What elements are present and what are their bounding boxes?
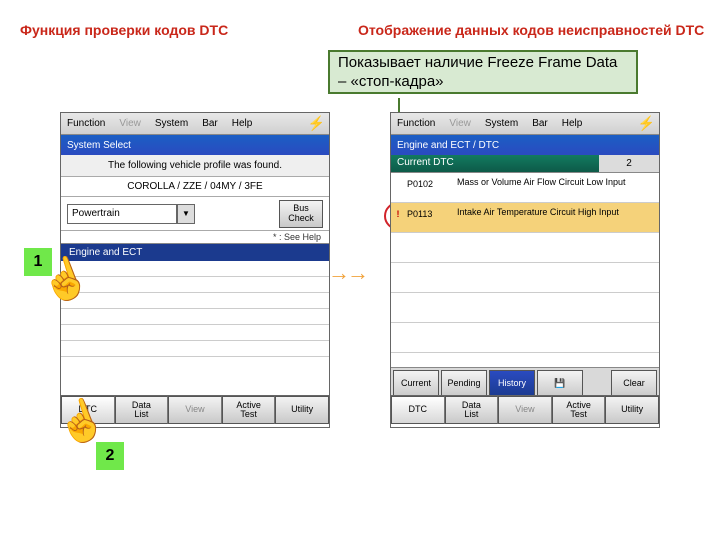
tab-data-list[interactable]: Data List bbox=[115, 396, 169, 424]
tab-view: View bbox=[168, 396, 222, 424]
bus-check-button[interactable]: Bus Check bbox=[279, 200, 323, 228]
tab-utility[interactable]: Utility bbox=[275, 396, 329, 424]
vehicle-profile: COROLLA / ZZE / 04MY / 3FE bbox=[61, 177, 329, 197]
list-item[interactable] bbox=[61, 293, 329, 309]
combo-dropdown-button[interactable]: ▼ bbox=[177, 204, 195, 224]
clear-button[interactable]: Clear bbox=[611, 370, 657, 398]
tab-active-test[interactable]: Active Test bbox=[222, 396, 276, 424]
profile-message: The following vehicle profile was found. bbox=[61, 155, 329, 177]
list-item[interactable] bbox=[61, 309, 329, 325]
freeze-frame-flag: ! bbox=[391, 203, 405, 232]
list-item[interactable] bbox=[61, 341, 329, 357]
page-title-right: Отображение данных кодов неисправностей … bbox=[358, 22, 704, 38]
tab-active-test[interactable]: Active Test bbox=[552, 396, 606, 424]
table-row[interactable]: ! P0113 Intake Air Temperature Circuit H… bbox=[391, 203, 659, 233]
menu-function[interactable]: Function bbox=[397, 118, 435, 129]
menu-bar[interactable]: Bar bbox=[202, 118, 218, 129]
step-marker-2: 2 bbox=[96, 442, 124, 470]
system-category-combo[interactable]: ▼ bbox=[67, 204, 195, 224]
menu-bar[interactable]: Bar bbox=[532, 118, 548, 129]
dtc-table: P0102 Mass or Volume Air Flow Circuit Lo… bbox=[391, 173, 659, 397]
dtc-count: 2 bbox=[599, 155, 659, 172]
dtc-code: P0102 bbox=[405, 173, 453, 202]
table-row[interactable] bbox=[391, 233, 659, 263]
table-row[interactable] bbox=[391, 263, 659, 293]
menu-system[interactable]: System bbox=[155, 118, 188, 129]
menu-function[interactable]: Function bbox=[67, 118, 105, 129]
combo-input[interactable] bbox=[67, 204, 177, 224]
callout-box: Показывает наличие Freeze Frame Data – «… bbox=[328, 50, 638, 94]
menu-view: View bbox=[449, 118, 471, 129]
menubar[interactable]: Function View System Bar Help ⚡ bbox=[61, 113, 329, 135]
connection-bolt-icon: ⚡ bbox=[308, 115, 325, 132]
toolbar-row: ▼ Bus Check bbox=[61, 197, 329, 231]
tab-utility[interactable]: Utility bbox=[605, 396, 659, 424]
screen-title-bar: System Select bbox=[61, 135, 329, 155]
table-row[interactable] bbox=[391, 323, 659, 353]
system-list-item-selected[interactable]: Engine and ECT bbox=[61, 244, 329, 261]
list-item[interactable] bbox=[61, 261, 329, 277]
menu-help[interactable]: Help bbox=[232, 118, 253, 129]
list-item[interactable] bbox=[61, 325, 329, 341]
tab-view: View bbox=[498, 396, 552, 424]
menu-view: View bbox=[119, 118, 141, 129]
page-title-left: Функция проверки кодов DTC bbox=[20, 22, 228, 38]
dtc-code: P0113 bbox=[405, 203, 453, 232]
tab-data-list[interactable]: Data List bbox=[445, 396, 499, 424]
dtc-description: Intake Air Temperature Circuit High Inpu… bbox=[453, 203, 659, 232]
system-list[interactable]: Engine and ECT bbox=[61, 243, 329, 357]
history-button[interactable]: History bbox=[489, 370, 535, 398]
freeze-frame-flag bbox=[391, 173, 405, 202]
table-row[interactable] bbox=[391, 293, 659, 323]
bottom-tab-bar: DTC Data List View Active Test Utility bbox=[391, 395, 659, 427]
pending-button[interactable]: Pending bbox=[441, 370, 487, 398]
callout-text: Показывает наличие Freeze Frame Data – «… bbox=[338, 54, 617, 90]
save-button[interactable]: 💾 bbox=[537, 370, 583, 398]
menu-system[interactable]: System bbox=[485, 118, 518, 129]
tab-dtc[interactable]: DTC bbox=[391, 396, 445, 424]
see-help-note: * : See Help bbox=[61, 231, 329, 243]
dtc-description: Mass or Volume Air Flow Circuit Low Inpu… bbox=[453, 173, 659, 202]
right-tool-window: Function View System Bar Help ⚡ Engine a… bbox=[390, 112, 660, 428]
connection-bolt-icon: ⚡ bbox=[638, 115, 655, 132]
dtc-subheader: Current DTC 2 bbox=[391, 155, 659, 173]
menu-help[interactable]: Help bbox=[562, 118, 583, 129]
current-dtc-label: Current DTC bbox=[391, 155, 599, 172]
list-item[interactable] bbox=[61, 277, 329, 293]
left-tool-window: Function View System Bar Help ⚡ System S… bbox=[60, 112, 330, 428]
table-row[interactable]: P0102 Mass or Volume Air Flow Circuit Lo… bbox=[391, 173, 659, 203]
dtc-filter-bar: Current Pending History 💾 Clear bbox=[391, 367, 659, 395]
screen-title-bar: Engine and ECT / DTC bbox=[391, 135, 659, 155]
transition-arrows: →→ bbox=[328, 260, 366, 286]
menubar[interactable]: Function View System Bar Help ⚡ bbox=[391, 113, 659, 135]
current-button[interactable]: Current bbox=[393, 370, 439, 398]
